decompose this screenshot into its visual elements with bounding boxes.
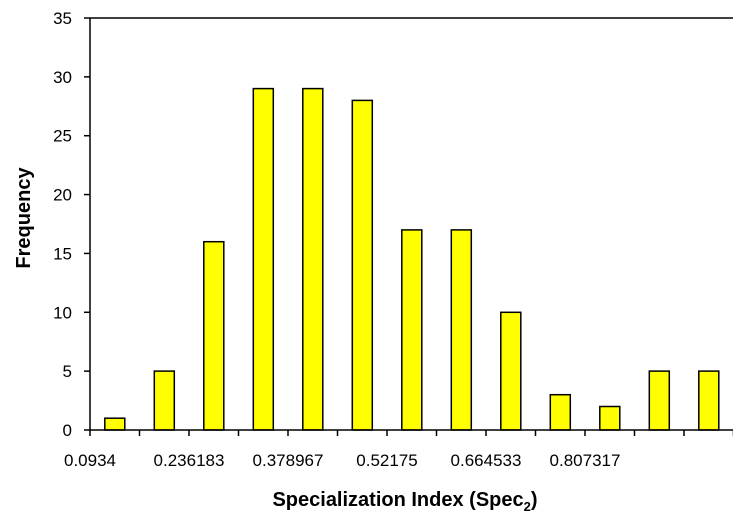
y-tick-label: 5 (63, 362, 72, 381)
bar (450, 229, 473, 431)
bar (252, 87, 275, 431)
y-tick-label: 15 (53, 244, 72, 263)
bar (203, 240, 225, 431)
x-axis-title-suffix: ) (531, 489, 538, 511)
bar (302, 87, 324, 431)
y-tick-label: 20 (53, 186, 72, 205)
x-tick-labels: 0.0934 0.236183 0.378967 0.52175 0.664533 0.8… (64, 451, 620, 470)
bar (599, 405, 621, 431)
x-tick-label: 0.664533 (451, 451, 522, 470)
x-tick-label: 0.378967 (253, 451, 324, 470)
bar (104, 417, 126, 431)
bars (104, 87, 720, 431)
y-tick-label: 10 (53, 303, 72, 322)
x-tick-label: 0.236183 (154, 451, 225, 470)
y-tick-label: 35 (53, 9, 72, 28)
x-axis-title-subscript: 2 (524, 499, 531, 514)
bar (401, 229, 423, 431)
bar (648, 370, 671, 431)
bar (351, 99, 374, 431)
x-tick-label: 0.52175 (356, 451, 417, 470)
axes (84, 17, 733, 436)
y-axis-title: Frequency (13, 167, 35, 269)
x-axis-title: Specialization Index (Spec2) (272, 489, 537, 514)
y-tick-label: 30 (53, 68, 72, 87)
bar (500, 311, 522, 431)
bar (549, 393, 572, 431)
x-tick-label: 0.0934 (64, 451, 116, 470)
y-tick-label: 0 (63, 421, 72, 440)
y-tick-label: 25 (53, 127, 72, 146)
x-axis-title-main: Specialization Index (Spec (272, 489, 523, 511)
x-tick-label: 0.807317 (550, 451, 621, 470)
bar (698, 370, 720, 431)
bar (153, 370, 176, 431)
y-tick-labels: 0 5 10 15 20 25 30 35 (53, 9, 72, 440)
